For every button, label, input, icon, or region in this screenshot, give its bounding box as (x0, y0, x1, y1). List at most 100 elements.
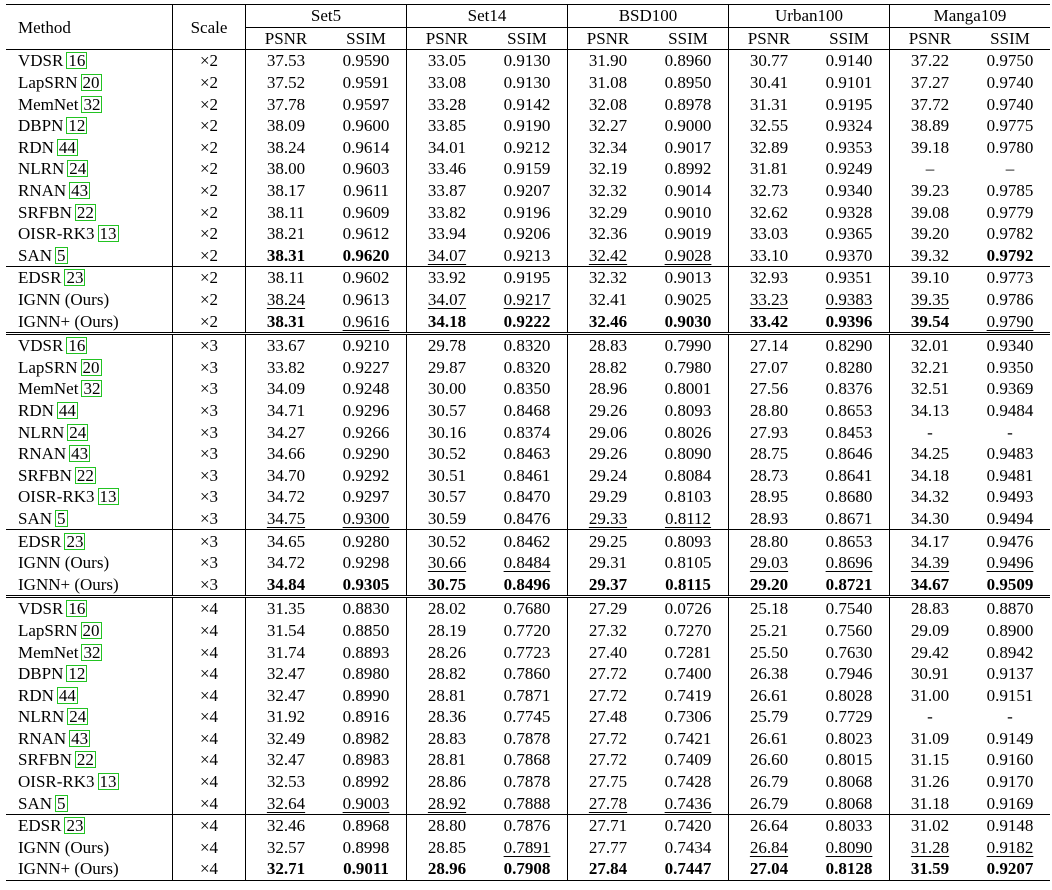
table-row: LapSRN 20 ×4 31.54 0.8850 28.19 0.7720 27.32 0.7… (6, 619, 1050, 642)
citation-link[interactable]: 32 (81, 642, 103, 662)
citation-link[interactable]: 23 (64, 531, 86, 551)
ssim-cell-urban100: 0.8653 (809, 529, 890, 552)
psnr-cell-bsd100: 32.27 (567, 114, 648, 137)
table-row: OISR-RK3 13 ×3 34.72 0.9297 30.57 0.8470 29.29 0… (6, 486, 1050, 508)
psnr-cell-manga109: 34.13 (889, 399, 970, 422)
ssim-cell-set5: 0.9597 (342, 94, 390, 114)
method-name: RNAN (18, 181, 67, 201)
psnr-cell-manga109: 31.15 (889, 749, 970, 771)
psnr-cell-manga109: 31.02 (889, 813, 970, 837)
scale-cell: ×4 (172, 836, 246, 859)
citation-link[interactable]: 24 (67, 159, 89, 179)
ssim-cell-manga109: 0.9773 (970, 266, 1050, 289)
citation-link[interactable]: 13 (97, 772, 119, 792)
method-name: RDN (18, 685, 54, 705)
citation-link[interactable]: 32 (81, 379, 103, 399)
scale-cell: ×4 (172, 749, 246, 771)
citation-link[interactable]: 22 (74, 750, 96, 770)
ssim-cell-set5: 0.9616 (342, 311, 390, 331)
citation-link[interactable]: 13 (97, 224, 119, 244)
psnr-cell-set5: 38.31 (245, 244, 326, 267)
citation-link[interactable]: 22 (74, 202, 96, 222)
citation-link[interactable]: 22 (74, 465, 96, 485)
ssim-cell-set5: 0.9298 (342, 553, 390, 573)
ssim-cell-manga109: 0.9476 (970, 529, 1050, 552)
citation-link[interactable]: 43 (69, 181, 91, 201)
table-row: VDSR 16 ×4 31.35 0.8830 28.02 0.7680 27.29 0.072… (6, 595, 1050, 620)
citation-link[interactable]: 16 (66, 51, 88, 71)
table-row: DBPN 12 ×2 38.09 0.9600 33.85 0.9190 32.27 0.900… (6, 114, 1050, 137)
psnr-cell-set5: 32.49 (245, 727, 326, 750)
method-name: EDSR (18, 816, 62, 836)
citation-link[interactable]: 20 (80, 357, 102, 377)
citation-link[interactable]: 44 (56, 685, 78, 705)
psnr-cell-set5: 33.67 (245, 331, 326, 357)
ssim-cell-set14: 0.9206 (503, 224, 551, 244)
psnr-cell-urban100: 27.04 (728, 858, 809, 881)
method-cell: SRFBN 22 (6, 464, 173, 486)
ssim-cell-bsd100: 0.8105 (664, 553, 712, 573)
table-row: DBPN 12 ×4 32.47 0.8980 28.82 0.7860 27.72 0.740… (6, 662, 1050, 685)
ssim-cell-urban100: 0.9101 (825, 73, 873, 93)
ssim-cell-manga109: 0.9792 (986, 245, 1034, 265)
method-cell: IGNN+ (Ours) (6, 573, 173, 596)
citation-link[interactable]: 23 (64, 816, 86, 836)
psnr-cell-set5: 32.53 (245, 770, 326, 793)
citation-link[interactable]: 44 (56, 137, 78, 157)
ssim-cell-bsd100: 0.7436 (664, 793, 712, 813)
method-cell: LapSRN 20 (6, 72, 173, 94)
citation-link[interactable]: 43 (69, 728, 91, 748)
ssim-cell-manga109: 0.9340 (970, 331, 1050, 357)
citation-link[interactable]: 24 (67, 707, 89, 727)
citation-link[interactable]: 5 (55, 245, 68, 265)
citation-link[interactable]: 5 (55, 508, 68, 528)
citation-link[interactable]: 32 (81, 94, 103, 114)
psnr-cell-urban100: 28.75 (728, 442, 809, 465)
psnr-cell-set5: 34.84 (245, 573, 326, 597)
psnr-cell-bsd100: 29.06 (567, 421, 648, 443)
scale-cell: ×4 (172, 792, 246, 815)
psnr-cell-manga109: 39.32 (889, 244, 970, 267)
citation-link[interactable]: 20 (80, 620, 102, 640)
ssim-cell-set14: 0.8484 (503, 553, 551, 573)
psnr-cell-bsd100: 32.32 (567, 266, 648, 289)
ssim-cell-set5: 0.8983 (342, 750, 390, 770)
ssim-cell-bsd100: 0.7447 (648, 858, 729, 881)
ssim-cell-set5: 0.9292 (342, 465, 390, 485)
citation-link[interactable]: 12 (66, 116, 88, 136)
citation-link[interactable]: 5 (55, 793, 68, 813)
citation-link[interactable]: 43 (69, 444, 91, 464)
citation-link[interactable]: 16 (66, 336, 88, 356)
citation-link[interactable]: 20 (80, 73, 102, 93)
ssim-cell-set14: 0.7871 (503, 685, 551, 705)
method-name: IGNN (Ours) (18, 290, 110, 310)
psnr-cell-bsd100: 27.40 (567, 641, 648, 663)
ssim-cell-set14: 0.8476 (503, 508, 551, 528)
psnr-cell-urban100: 26.60 (728, 749, 809, 771)
citation-link[interactable]: 24 (67, 422, 89, 442)
ssim-cell-set5: 0.8830 (326, 595, 407, 620)
table-row: RDN 44 ×2 38.24 0.9614 34.01 0.9212 32.34 0.9017… (6, 136, 1050, 159)
method-cell: RNAN 43 (6, 443, 173, 465)
citation-link[interactable]: 13 (97, 487, 119, 507)
psnr-cell-urban100: 26.79 (728, 792, 809, 815)
psnr-cell-set14: 30.57 (406, 486, 487, 508)
psnr-cell-set5: 37.53 (245, 49, 326, 72)
table-row: RNAN 43 ×4 32.49 0.8982 28.83 0.7878 27.72 0.742… (6, 727, 1050, 750)
psnr-cell-manga109: 37.22 (889, 49, 970, 72)
psnr-cell-bsd100: 31.90 (567, 49, 648, 72)
ssim-cell-set5: 0.8916 (342, 707, 390, 727)
citation-link[interactable]: 16 (66, 599, 88, 619)
method-cell: OISR-RK3 13 (6, 223, 173, 245)
citation-link[interactable]: 44 (56, 400, 78, 420)
psnr-cell-set14: 34.07 (406, 288, 487, 311)
dataset-header-manga109: Manga109 (889, 4, 1050, 28)
citation-link[interactable]: 23 (64, 268, 86, 288)
citation-link[interactable]: 12 (66, 664, 88, 684)
ssim-cell-manga109: – (1005, 159, 1015, 179)
psnr-cell-set5: 34.65 (245, 529, 326, 552)
ssim-cell-urban100: 0.8653 (825, 400, 873, 420)
psnr-cell-manga109: 31.00 (889, 684, 970, 706)
table-row: IGNN+ (Ours) ×2 38.31 0.9616 34.18 0.9222 32.4… (6, 310, 1050, 334)
psnr-cell-manga109: 34.32 (889, 486, 970, 508)
